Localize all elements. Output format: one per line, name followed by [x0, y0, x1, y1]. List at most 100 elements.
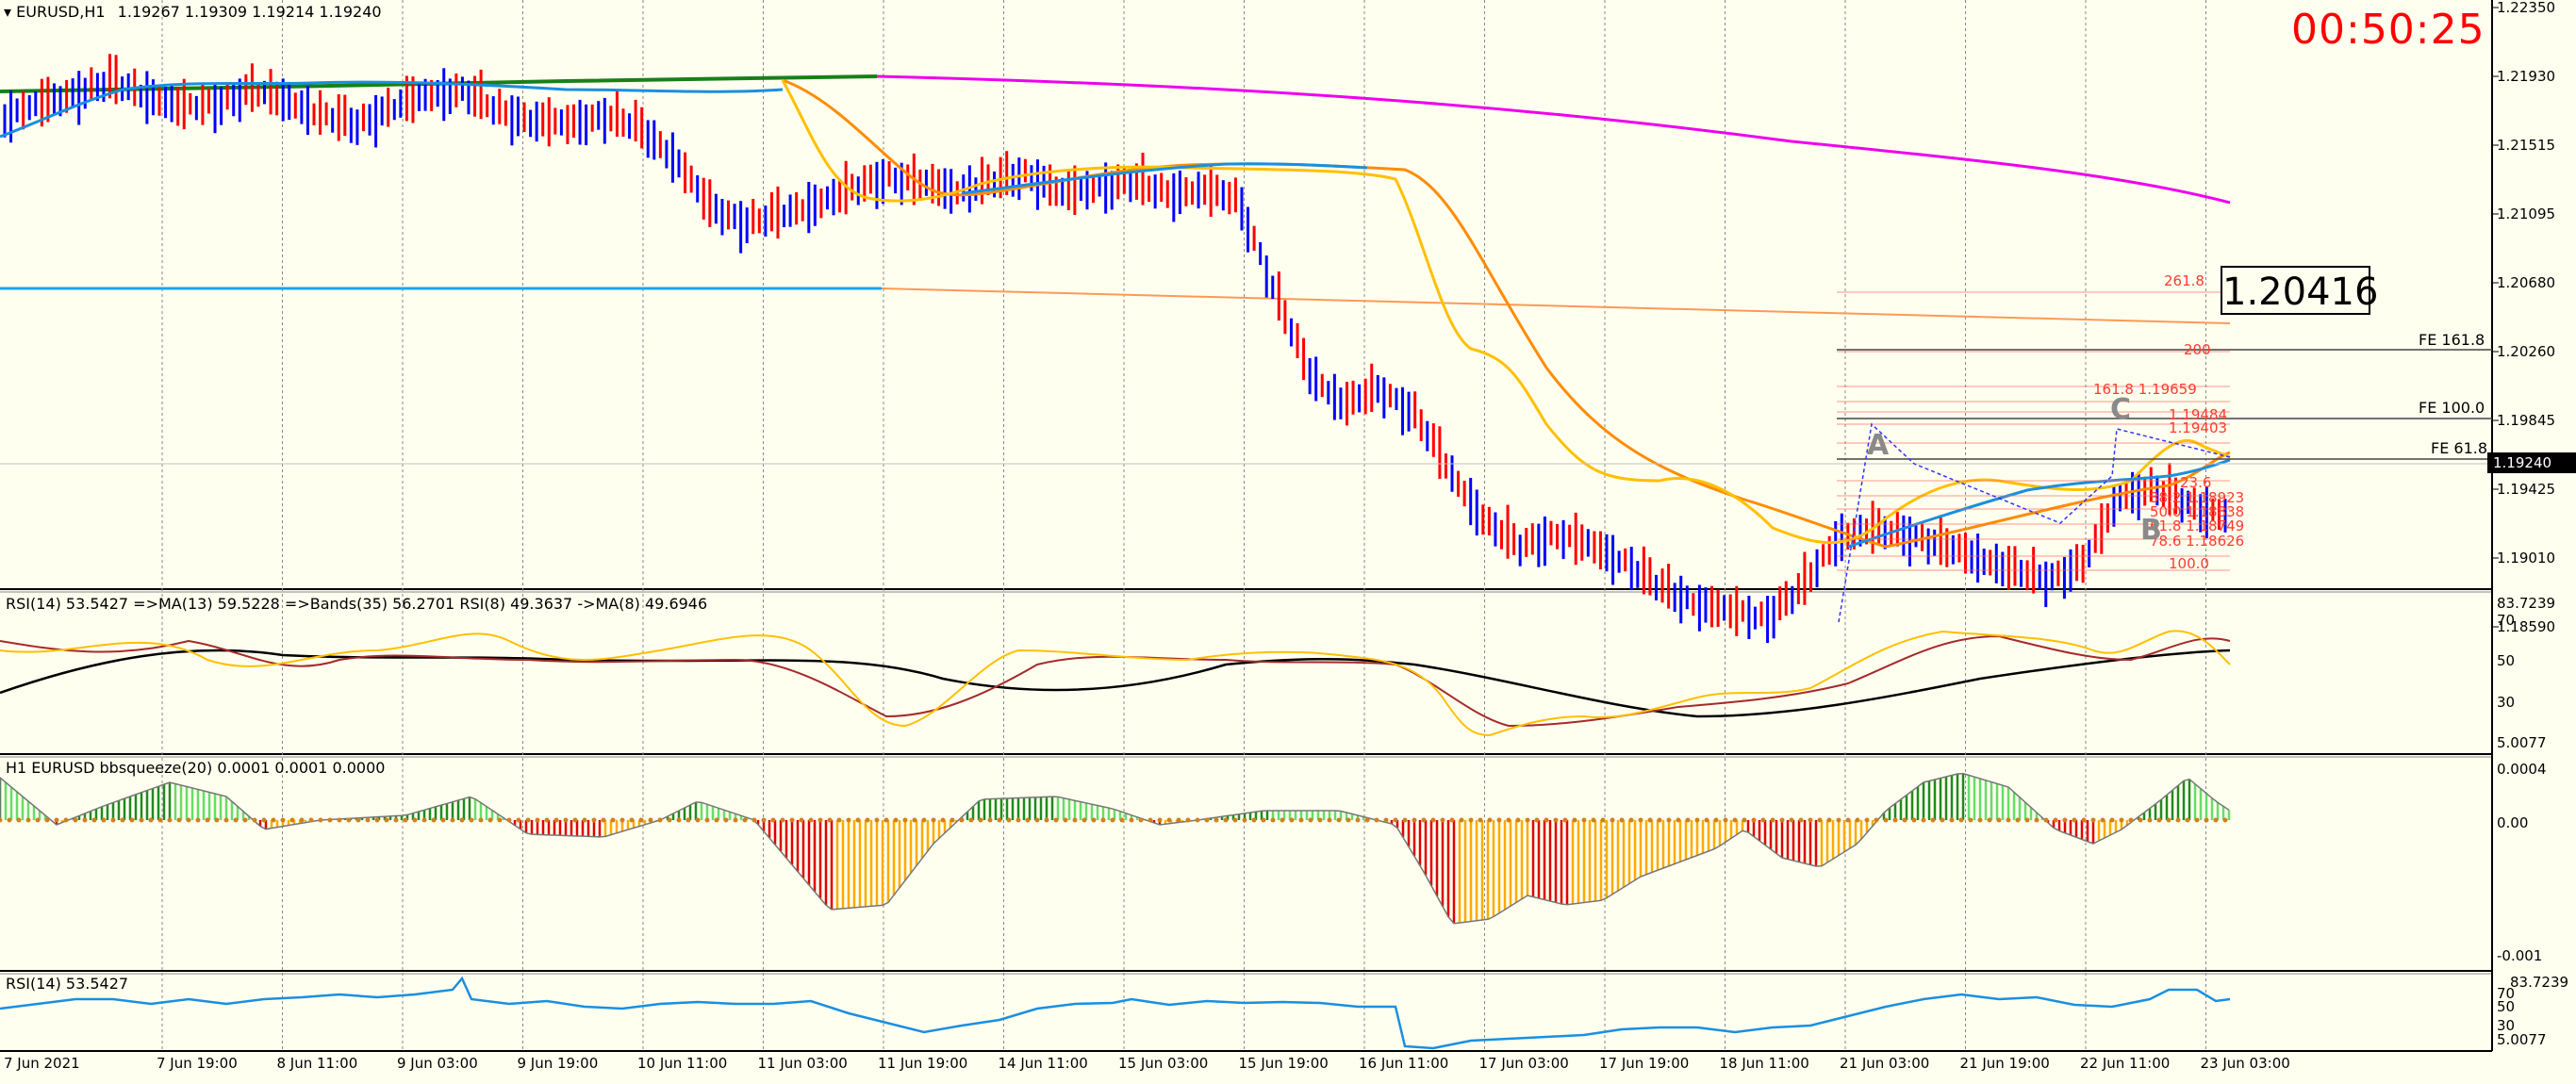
time-axis-label: 10 Jun 11:00: [637, 1055, 728, 1072]
squeeze-dot: [544, 817, 550, 823]
squeeze-dot: [1364, 817, 1370, 823]
squeeze-dot: [874, 817, 880, 823]
squeeze-dot: [412, 817, 418, 823]
squeeze-dot: [54, 817, 59, 823]
squeeze-dot: [1506, 817, 1511, 823]
fe-61-label: FE 61.8: [2431, 439, 2488, 457]
squeeze-dot: [1034, 817, 1040, 823]
squeeze-dot: [1478, 817, 1483, 823]
time-axis-label: 16 Jun 11:00: [1359, 1055, 1449, 1072]
time-axis-label: 21 Jun 19:00: [1959, 1055, 2050, 1072]
squeeze-dot: [1232, 817, 1238, 823]
rsi-axis-label: 83.7239: [2497, 595, 2556, 612]
squeeze-dot: [1968, 817, 1973, 823]
squeeze-dot: [1657, 817, 1662, 823]
time-axis-label: 11 Jun 03:00: [757, 1055, 848, 1072]
squeeze-dot: [2024, 817, 2030, 823]
squeeze-dot: [1836, 817, 1841, 823]
squeeze-dot: [195, 817, 201, 823]
rsi-axis-label: 70: [2497, 612, 2516, 629]
squeeze-dot: [82, 817, 88, 823]
time-axis-label: 15 Jun 19:00: [1238, 1055, 1329, 1072]
squeeze-dot: [1742, 817, 1747, 823]
wave-label-b: B: [2140, 514, 2162, 547]
rsi-axis-label: 30: [2497, 694, 2516, 711]
fib-label: 261.8: [2164, 272, 2204, 289]
dropdown-arrow-icon[interactable]: ▾: [4, 3, 12, 21]
squeeze-dot: [1402, 817, 1408, 823]
time-axis-label: 8 Jun 11:00: [276, 1055, 358, 1072]
rsi-axis-label: 5.0077: [2497, 734, 2547, 751]
squeeze-dot: [1996, 817, 2002, 823]
squeeze-dot: [921, 817, 927, 823]
rsi-red-line: [0, 634, 2231, 728]
squeeze-dot: [1393, 817, 1398, 823]
squeeze-dot: [1138, 817, 1144, 823]
squeeze-dot: [1638, 817, 1643, 823]
squeeze-dot: [478, 817, 484, 823]
squeeze-dot: [2081, 817, 2087, 823]
fib-label: 23.6: [2180, 474, 2212, 491]
squeeze-dot: [610, 817, 616, 823]
rsi2-axis-label: 30: [2497, 1017, 2516, 1034]
squeeze-dot: [308, 817, 314, 823]
rsi-axis-label: 50: [2497, 652, 2516, 669]
rsi2-axis-label: 83.7239: [2510, 974, 2569, 991]
squeeze-dot: [997, 817, 1002, 823]
time-axis-label: 17 Jun 19:00: [1599, 1055, 1690, 1072]
squeeze-dot: [1242, 817, 1247, 823]
rsi2-axis-label: 50: [2497, 998, 2516, 1015]
squeeze-dot: [553, 817, 559, 823]
squeeze-dot: [374, 817, 380, 823]
squeeze-dot: [1987, 817, 1992, 823]
squeeze-dot: [1808, 817, 1813, 823]
squeeze-dot: [601, 817, 606, 823]
squeeze-dot: [2053, 817, 2058, 823]
squeeze-dot: [770, 817, 776, 823]
squeeze-dot: [1751, 817, 1757, 823]
squeeze-dot: [582, 817, 587, 823]
chart-symbol-header[interactable]: ▾ EURUSD,H1 1.19267 1.19309 1.19214 1.19…: [4, 4, 382, 21]
squeeze-dot: [157, 817, 163, 823]
squeeze-dot: [346, 817, 352, 823]
squeeze-dot: [572, 817, 578, 823]
squeeze-dot: [1176, 817, 1181, 823]
squeeze-dot: [337, 817, 342, 823]
squeeze-dot: [327, 817, 333, 823]
squeeze-dot: [261, 817, 267, 823]
squeeze-dot: [459, 817, 465, 823]
squeeze-dot: [1044, 817, 1049, 823]
squeeze-dot: [2138, 817, 2143, 823]
price-axis-label: 1.20680: [2497, 274, 2556, 291]
squeeze-dot: [1515, 817, 1521, 823]
ma-cyan-line: [0, 80, 2231, 549]
squeeze-dot: [1383, 817, 1389, 823]
squeeze-dot: [667, 817, 672, 823]
squeeze-dot: [110, 817, 116, 823]
squeeze-dot: [629, 817, 635, 823]
squeeze-dot: [742, 817, 748, 823]
rsi-yellow-line: [0, 630, 2231, 737]
squeeze-dot: [1619, 817, 1625, 823]
squeeze-dot: [978, 817, 983, 823]
time-axis-label: 9 Jun 03:00: [397, 1055, 478, 1072]
squeeze-dot: [1195, 817, 1200, 823]
squeeze-dot: [1732, 817, 1738, 823]
squeeze-dot: [35, 817, 41, 823]
price-candles: [3, 54, 2227, 644]
squeeze-dot: [1214, 817, 1219, 823]
squeeze-dot: [968, 817, 974, 823]
squeeze-dot: [355, 817, 361, 823]
squeeze-dot: [129, 817, 135, 823]
squeeze-dot: [1902, 817, 1907, 823]
price-axis-label: 1.18590: [2497, 618, 2556, 635]
squeeze-dot: [751, 817, 757, 823]
squeeze-dot: [535, 817, 540, 823]
squeeze-dot: [1845, 817, 1851, 823]
squeeze-dot: [2194, 817, 2200, 823]
squeeze-dot: [1647, 817, 1653, 823]
time-axis-label: 15 Jun 03:00: [1118, 1055, 1209, 1072]
squeeze-dot: [2090, 817, 2096, 823]
squeeze-dot: [1270, 817, 1276, 823]
